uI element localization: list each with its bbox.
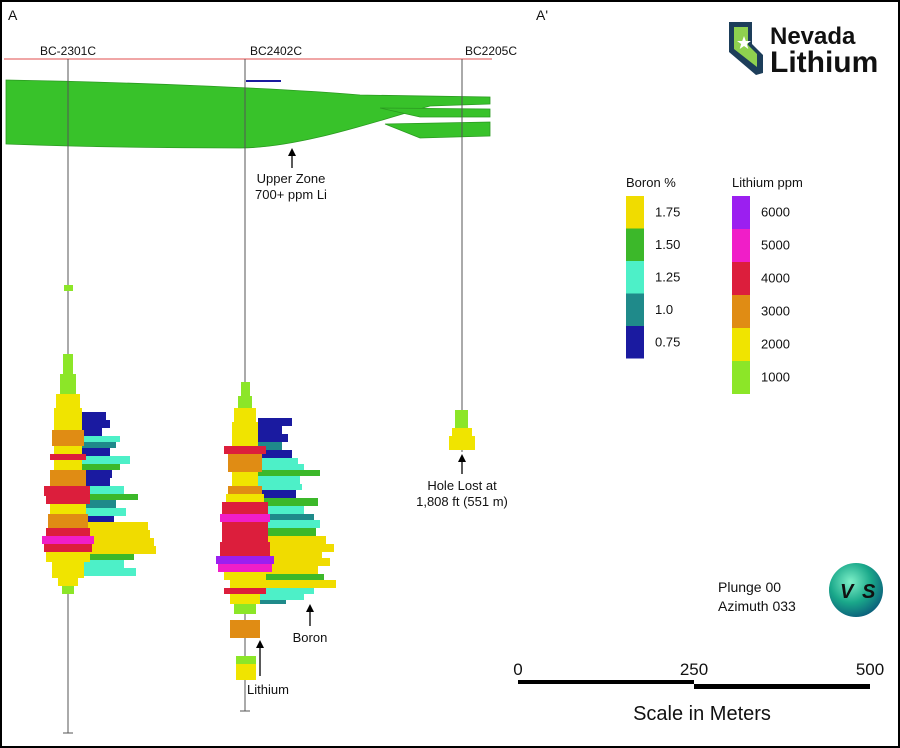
- hole-label-bc-2301c: BC-2301C: [40, 44, 96, 58]
- globe-letter-left: V: [840, 581, 855, 603]
- boron-legend-swatch-1-75: [626, 196, 644, 229]
- star-icon: [737, 36, 751, 49]
- lithium-legend: Lithium ppm 6000 5000 4000 3000 2000 1000: [732, 175, 803, 394]
- lithium-legend-label-2000: 2000: [761, 337, 790, 352]
- globe-letter-right: S: [862, 581, 876, 603]
- scale-segment-2: [694, 684, 870, 689]
- upper-zone-text-2: 700+ ppm Li: [255, 187, 327, 202]
- boron-legend-label-0-75: 0.75: [655, 334, 680, 349]
- logo-word-1: Nevada: [770, 23, 856, 50]
- hole-lost-text-1: Hole Lost at: [427, 478, 497, 493]
- lithium-legend-swatch-2000: [732, 328, 750, 361]
- scale-tick-0: 0: [513, 660, 522, 679]
- scale-tick-500: 500: [856, 660, 884, 679]
- boron-legend-swatch-1-0: [626, 293, 644, 326]
- boron-legend: Boron % 1.75 1.50 1.25 1.0 0.75: [626, 175, 680, 359]
- hole-1-boron-bars: [80, 412, 156, 576]
- upper-zone-lens: [5, 79, 491, 149]
- lithium-legend-label-3000: 3000: [761, 304, 790, 319]
- hole-label-bc2205c: BC2205C: [465, 44, 517, 58]
- lithium-legend-title: Lithium ppm: [732, 175, 803, 190]
- scale-tick-250: 250: [680, 660, 708, 679]
- lithium-legend-swatch-6000: [732, 196, 750, 229]
- boron-legend-label-1-25: 1.25: [655, 269, 680, 284]
- boron-legend-label-1-0: 1.0: [655, 302, 673, 317]
- scale-title: Scale in Meters: [633, 703, 771, 725]
- hole-2-lithium-column: [216, 382, 274, 680]
- lithium-legend-swatch-5000: [732, 229, 750, 262]
- section-start-label: A: [8, 7, 18, 23]
- lithium-legend-swatch-1000: [732, 361, 750, 394]
- lithium-label: Lithium: [247, 682, 289, 697]
- logo-word-2: Lithium: [770, 46, 878, 79]
- orientation-info: Plunge 00 Azimuth 033 V S: [718, 563, 883, 617]
- hole-1-lithium-column: [42, 285, 94, 594]
- boron-legend-title: Boron %: [626, 175, 676, 190]
- lithium-annotation: Lithium: [247, 640, 289, 697]
- lithium-legend-label-1000: 1000: [761, 370, 790, 385]
- plunge-text: Plunge 00: [718, 579, 781, 595]
- boron-legend-swatch-0-75: [626, 326, 644, 359]
- lithium-legend-label-6000: 6000: [761, 205, 790, 220]
- hole-2-boron-bars: [258, 418, 336, 604]
- boron-legend-swatch-1-25: [626, 261, 644, 294]
- orientation-globe-icon: [829, 563, 883, 617]
- nevada-lithium-logo: Nevada Lithium: [729, 22, 878, 79]
- section-end-label: A': [536, 7, 548, 23]
- hole-lost-annotation: Hole Lost at 1,808 ft (551 m): [416, 454, 508, 509]
- hole-label-bc2402c: BC2402C: [250, 44, 302, 58]
- hole-lost-text-2: 1,808 ft (551 m): [416, 494, 508, 509]
- lithium-legend-swatch-4000: [732, 262, 750, 295]
- hole-3-lithium-column: [449, 410, 475, 450]
- boron-legend-label-1-50: 1.50: [655, 237, 680, 252]
- boron-legend-swatch-1-50: [626, 228, 644, 261]
- scale-bar: 0 250 500 Scale in Meters: [513, 660, 884, 725]
- scale-segment-1-gap: [518, 684, 694, 685]
- scale-segment-1: [518, 680, 694, 685]
- upper-zone-annotation: Upper Zone 700+ ppm Li: [255, 148, 327, 202]
- boron-annotation: Boron: [293, 604, 328, 645]
- upper-zone-text-1: Upper Zone: [257, 171, 326, 186]
- lithium-legend-label-5000: 5000: [761, 238, 790, 253]
- boron-label: Boron: [293, 630, 328, 645]
- lithium-legend-swatch-3000: [732, 295, 750, 328]
- azimuth-text: Azimuth 033: [718, 598, 796, 614]
- boron-legend-label-1-75: 1.75: [655, 204, 680, 219]
- lithium-legend-label-4000: 4000: [761, 271, 790, 286]
